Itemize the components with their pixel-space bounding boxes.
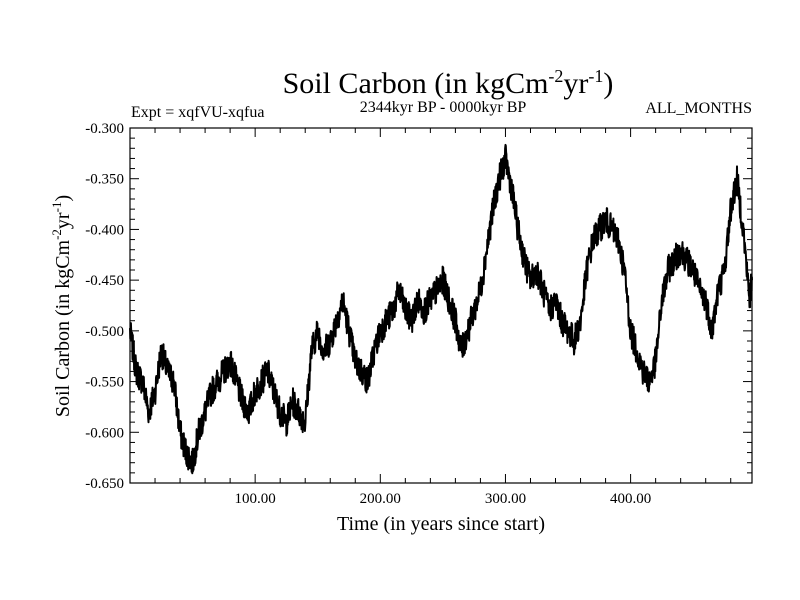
y-tick-label: -0.350 bbox=[85, 172, 124, 188]
months-label: ALL_MONTHS bbox=[645, 100, 752, 117]
series-line bbox=[129, 143, 753, 475]
plot-frame bbox=[129, 127, 753, 484]
chart-title: Soil Carbon (in kgCm-2yr-1) bbox=[283, 66, 614, 100]
minor-ticks bbox=[129, 128, 752, 483]
y-tick-label: -0.500 bbox=[85, 324, 124, 340]
y-tick-label: -0.600 bbox=[85, 425, 124, 441]
experiment-label: Expt = xqfVU-xqfua bbox=[131, 104, 264, 121]
x-tick-label: 300.00 bbox=[485, 491, 526, 507]
x-axis-ticks: 100.00 200.00 300.00 400.00 bbox=[235, 128, 651, 507]
y-axis-label: Soil Carbon (in kgCm-2yr-1) bbox=[49, 195, 74, 417]
y-tick-label: -0.300 bbox=[85, 121, 124, 137]
y-tick-label: -0.450 bbox=[85, 273, 124, 289]
x-axis-label: Time (in years since start) bbox=[337, 513, 545, 535]
y-tick-label: -0.650 bbox=[85, 476, 124, 492]
x-tick-label: 100.00 bbox=[235, 491, 276, 507]
x-tick-label: 200.00 bbox=[360, 491, 401, 507]
y-tick-label: -0.550 bbox=[85, 375, 124, 391]
y-axis-ticks: -0.300 -0.350 -0.400 -0.450 -0.500 -0.550 -0.6… bbox=[85, 121, 752, 492]
y-tick-label: -0.400 bbox=[85, 222, 124, 238]
time-range-label: 2344kyr BP - 0000kyr BP bbox=[360, 99, 527, 116]
x-tick-label: 400.00 bbox=[610, 491, 651, 507]
